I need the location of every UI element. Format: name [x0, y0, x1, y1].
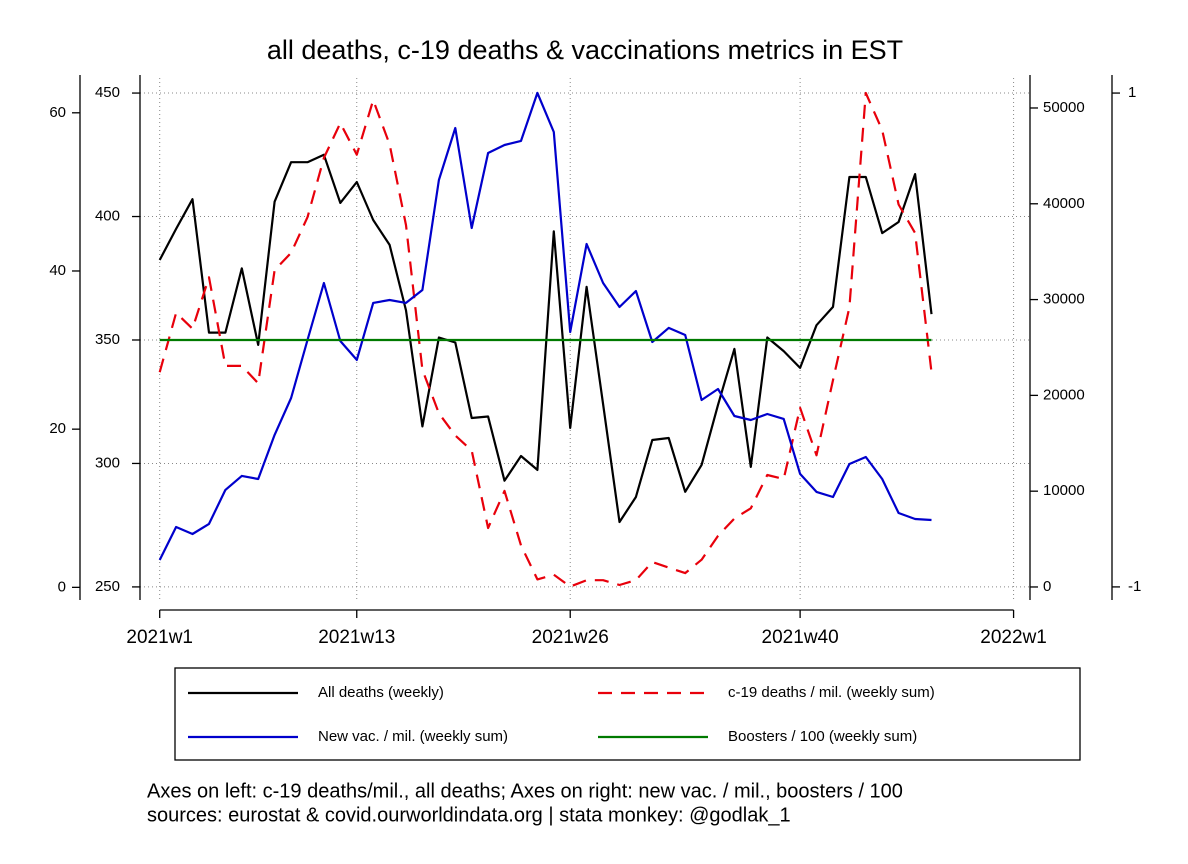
chart-title: all deaths, c-19 deaths & vaccinations m…: [267, 35, 903, 65]
legend-label: New vac. / mil. (weekly sum): [318, 728, 508, 745]
y-tick-label: -1: [1128, 578, 1141, 595]
legend-label: c-19 deaths / mil. (weekly sum): [728, 684, 935, 701]
y-tick-label: 20: [49, 420, 66, 437]
legend-label: All deaths (weekly): [318, 684, 444, 701]
series-line: [158, 153, 933, 524]
y-tick-label: 30000: [1043, 291, 1085, 308]
series-line: [158, 91, 933, 588]
note: Axes on left: c-19 deaths/mil., all deat…: [147, 780, 903, 802]
y-tick-label: 0: [58, 578, 66, 595]
y-tick-label: 50000: [1043, 99, 1085, 116]
legend-label: Boosters / 100 (weekly sum): [728, 728, 917, 745]
y-tick-label: 40: [49, 262, 66, 279]
y-tick-label: 10000: [1043, 482, 1085, 499]
x-tick-label: 2021w26: [532, 627, 609, 648]
y-tick-label: 450: [95, 84, 120, 101]
y-tick-label: 40000: [1043, 195, 1085, 212]
series-line: [158, 91, 932, 561]
y-tick-label: 0: [1043, 578, 1051, 595]
y-tick-label: 300: [95, 454, 120, 471]
x-tick-label: 2022w1: [980, 627, 1047, 648]
x-tick-label: 2021w13: [318, 627, 395, 648]
x-tick-label: 2021w40: [762, 627, 839, 648]
y-tick-label: 20000: [1043, 386, 1085, 403]
legend-box: [174, 667, 1081, 761]
y-tick-label: 60: [49, 104, 66, 121]
y-tick-label: 400: [95, 207, 120, 224]
y-tick-label: 1: [1128, 84, 1136, 101]
note: sources: eurostat & covid.ourworldindata…: [147, 804, 791, 826]
x-tick-label: 2021w1: [126, 627, 193, 648]
y-tick-label: 250: [95, 578, 120, 595]
y-tick-label: 350: [95, 331, 120, 348]
